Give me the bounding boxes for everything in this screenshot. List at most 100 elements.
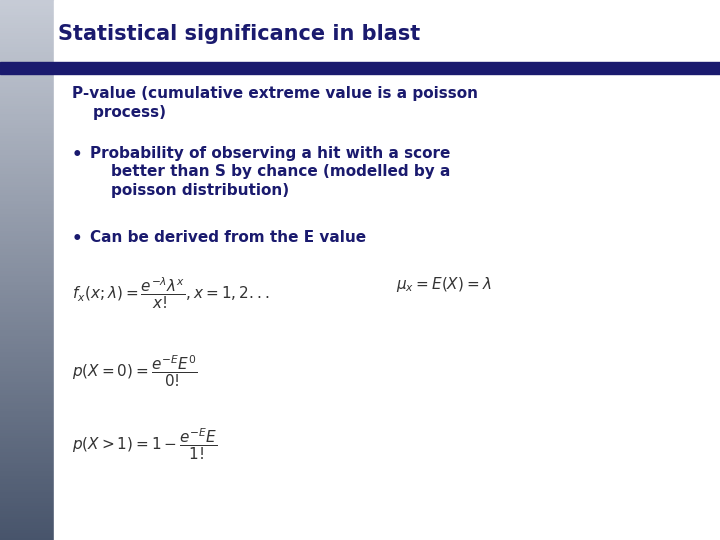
Text: Statistical significance in blast: Statistical significance in blast [58,24,420,44]
Bar [0,508,54,510]
Bar [0,246,54,248]
Bar [0,259,54,262]
Bar [0,486,54,489]
Bar [0,205,54,208]
Bar [0,170,54,173]
Bar [0,410,54,413]
Bar [0,35,54,38]
Bar [0,62,720,74]
Bar [0,302,54,305]
Bar [0,359,54,362]
Bar [0,348,54,351]
Bar [0,254,54,256]
Bar [0,518,54,521]
Bar [0,97,54,100]
Bar [0,94,54,97]
Bar [0,248,54,251]
Bar [0,489,54,491]
Bar [0,413,54,416]
Bar [0,105,54,108]
Bar [0,140,54,143]
Bar [0,435,54,437]
Bar [0,30,54,32]
Bar [0,92,54,94]
Bar [0,243,54,246]
Bar [0,19,54,22]
Bar [0,470,54,472]
Bar [0,62,54,65]
Bar [0,265,54,267]
Bar [0,346,54,348]
Text: •: • [72,230,83,247]
Bar [0,505,54,508]
Bar [0,529,54,532]
Bar [0,148,54,151]
Bar [0,319,54,321]
Bar [0,462,54,464]
Bar [0,286,54,289]
Bar [0,173,54,176]
Bar [0,8,54,11]
Bar [0,497,54,500]
Bar [0,262,54,265]
Text: $p(X > 1) = 1 - \dfrac{e^{-E}E}{1!}$: $p(X > 1) = 1 - \dfrac{e^{-E}E}{1!}$ [72,427,217,462]
Bar [0,405,54,408]
Bar [0,494,54,497]
Text: Probability of observing a hit with a score
    better than S by chance (modelle: Probability of observing a hit with a sc… [90,146,451,198]
Bar [0,381,54,383]
Bar [0,440,54,443]
Bar [0,273,54,275]
Bar [0,416,54,418]
Bar [0,113,54,116]
Bar [0,57,54,59]
Bar [0,421,54,424]
Bar [0,305,54,308]
Text: P-value (cumulative extreme value is a poisson
    process): P-value (cumulative extreme value is a p… [72,86,478,120]
Bar [0,84,54,86]
Bar [0,502,54,505]
Bar [0,211,54,213]
Bar [0,378,54,381]
Bar [0,375,54,378]
Bar [0,197,54,200]
Bar [0,356,54,359]
Bar [0,483,54,486]
Bar [0,208,54,211]
Bar [0,240,54,243]
Bar [0,157,54,159]
Bar [0,86,54,89]
Bar [0,408,54,410]
Bar [0,373,54,375]
Bar [0,200,54,202]
Bar [0,491,54,494]
Bar [0,270,54,273]
Bar [0,524,54,526]
Bar [0,111,54,113]
Bar [0,116,54,119]
Bar [0,478,54,481]
Bar [0,232,54,235]
Bar [0,418,54,421]
Bar [0,513,54,516]
Bar [0,275,54,278]
Bar [0,38,54,40]
Bar [0,451,54,454]
Bar [0,500,54,502]
Bar [0,11,54,14]
Bar [0,535,54,537]
Bar [0,448,54,451]
Bar [0,76,54,78]
Bar [0,143,54,146]
Bar [0,526,54,529]
Bar [0,289,54,292]
Bar [0,354,54,356]
Bar [0,130,54,132]
Bar [0,454,54,456]
Bar [0,176,54,178]
Bar [0,313,54,316]
Bar [0,59,54,62]
Bar [0,392,54,394]
Bar [0,230,54,232]
Text: $\mu_x = E(X) = \lambda$: $\mu_x = E(X) = \lambda$ [396,275,492,294]
Text: $p(X = 0) = \dfrac{e^{-E}E^0}{0!}$: $p(X = 0) = \dfrac{e^{-E}E^0}{0!}$ [72,354,197,389]
